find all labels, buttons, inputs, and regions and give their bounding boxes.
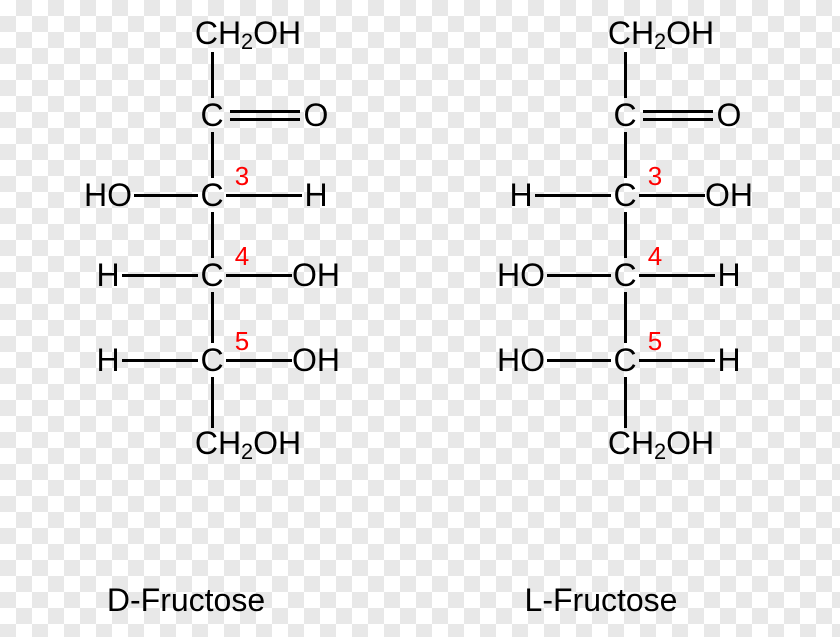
bond-horizontal (547, 359, 611, 362)
carbon-number: 3 (648, 163, 662, 189)
atom-label: CH2OH (195, 17, 301, 53)
atom-label: OH (292, 259, 340, 291)
bond-horizontal (226, 359, 292, 362)
bond-horizontal (639, 274, 715, 277)
bond-vertical (211, 292, 214, 343)
carbon-number: 5 (648, 328, 662, 354)
molecule-caption: L-Fructose (525, 584, 678, 616)
atom-label: CH2OH (608, 427, 714, 463)
atom-label: C (200, 179, 223, 211)
atom-label: C (613, 99, 636, 131)
atom-label: HO (497, 344, 545, 376)
atom-label: O (717, 99, 742, 131)
bond-vertical (624, 132, 627, 178)
bond-vertical (211, 132, 214, 178)
bond-horizontal (226, 274, 292, 277)
atom-label: CH2OH (195, 427, 301, 463)
atom-label: H (96, 344, 119, 376)
bond-double (643, 110, 713, 113)
bond-double (230, 110, 300, 113)
atom-label: C (613, 344, 636, 376)
atom-label: H (717, 259, 740, 291)
carbon-number: 5 (235, 328, 249, 354)
bond-double (643, 118, 713, 121)
atom-label: HO (84, 179, 132, 211)
bond-horizontal (122, 274, 198, 277)
bond-horizontal (639, 359, 715, 362)
bond-horizontal (535, 194, 611, 197)
bond-double (230, 118, 300, 121)
atom-label: OH (705, 179, 753, 211)
bond-vertical (624, 377, 627, 428)
bond-vertical (211, 52, 214, 98)
atom-label: C (613, 179, 636, 211)
atom-label: C (200, 259, 223, 291)
atom-label: OH (292, 344, 340, 376)
molecule-caption: D-Fructose (107, 584, 265, 616)
atom-label: O (304, 99, 329, 131)
atom-label: H (509, 179, 532, 211)
bond-vertical (211, 212, 214, 258)
bond-vertical (624, 292, 627, 343)
bond-horizontal (639, 194, 705, 197)
atom-label: H (304, 179, 327, 211)
carbon-number: 4 (235, 243, 249, 269)
bond-horizontal (134, 194, 198, 197)
diagram-canvas: CH2OHCOCHOHCHOHCHOHCH2OH345D-FructoseCH2… (0, 0, 840, 637)
bond-vertical (211, 377, 214, 428)
atom-label: HO (497, 259, 545, 291)
atom-label: C (200, 344, 223, 376)
bond-vertical (624, 212, 627, 258)
atom-label: CH2OH (608, 17, 714, 53)
carbon-number: 4 (648, 243, 662, 269)
bond-horizontal (226, 194, 302, 197)
atom-label: C (200, 99, 223, 131)
bond-horizontal (122, 359, 198, 362)
bond-horizontal (547, 274, 611, 277)
atom-label: C (613, 259, 636, 291)
atom-label: H (717, 344, 740, 376)
carbon-number: 3 (235, 163, 249, 189)
bond-vertical (624, 52, 627, 98)
atom-label: H (96, 259, 119, 291)
